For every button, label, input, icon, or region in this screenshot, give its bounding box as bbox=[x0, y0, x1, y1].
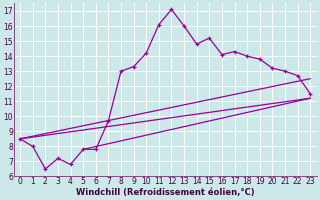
X-axis label: Windchill (Refroidissement éolien,°C): Windchill (Refroidissement éolien,°C) bbox=[76, 188, 254, 197]
